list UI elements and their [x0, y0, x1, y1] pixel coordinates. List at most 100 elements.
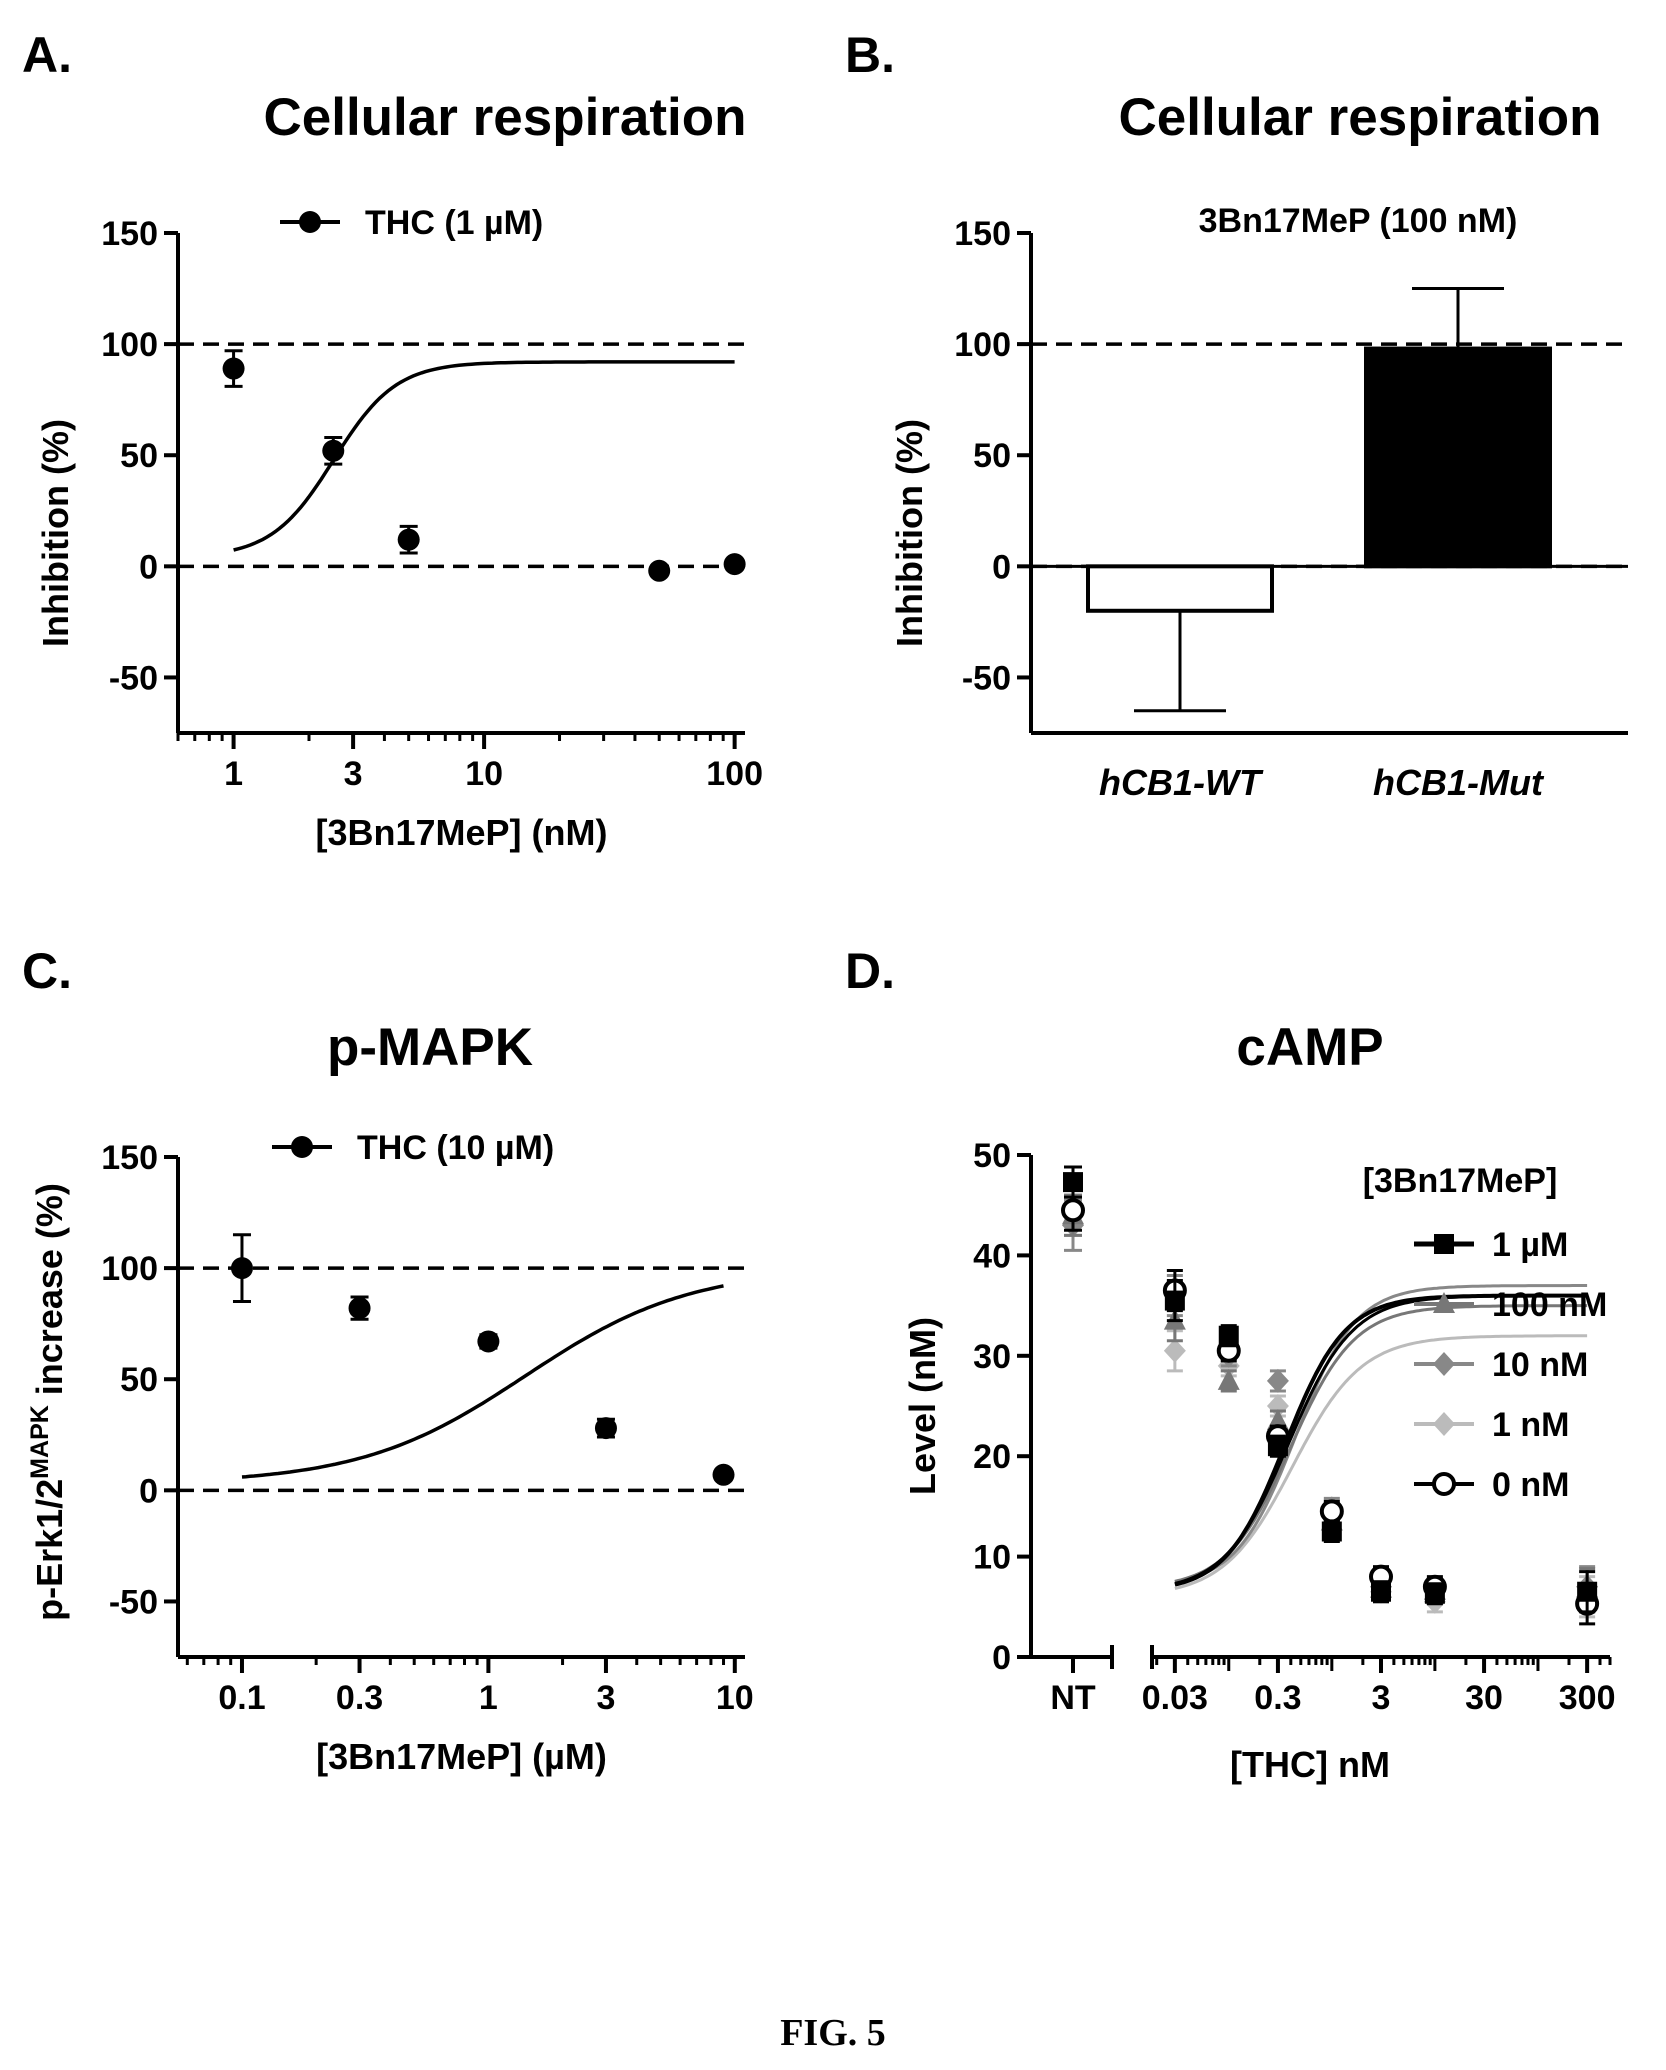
y-tick-label: 10 — [973, 1539, 1011, 1577]
x-axis-label: [3Bn17MeP] (nM) — [315, 812, 607, 853]
x-tick-label: 3 — [596, 1679, 615, 1717]
y-tick-label: 30 — [973, 1338, 1011, 1376]
data-point — [648, 559, 671, 582]
x-axis-label: [THC] nM — [1230, 1744, 1390, 1785]
data-point — [222, 357, 245, 380]
y-axis-label: Inhibition (%) — [889, 419, 930, 647]
y-tick-label: 20 — [973, 1438, 1011, 1476]
data-point — [594, 1417, 617, 1440]
y-label-main: p-Erk1/2 — [29, 1479, 70, 1621]
legend-marker — [1433, 1292, 1455, 1313]
data-point — [1371, 1581, 1391, 1602]
data-point — [1577, 1581, 1598, 1602]
data-point — [1163, 1338, 1186, 1363]
category-label: hCB1-Mut — [1373, 762, 1545, 803]
x-tick-label: 0.1 — [218, 1679, 265, 1717]
x-tick-label: 0.03 — [1142, 1679, 1208, 1717]
panel-letter: C. — [22, 943, 72, 999]
chart-title: Cellular respiration — [1118, 88, 1601, 147]
x-tick-label: 1 — [479, 1679, 498, 1717]
x-tick-label-nt: NT — [1050, 1679, 1096, 1717]
y-tick-label: 50 — [973, 1137, 1011, 1175]
legend-marker — [1432, 1472, 1456, 1496]
data-point — [348, 1297, 371, 1320]
fit-curve — [241, 1284, 724, 1479]
panel-letter: D. — [845, 943, 895, 999]
x-tick-label: 300 — [1559, 1679, 1616, 1717]
y-tick-label: 150 — [954, 215, 1011, 253]
y-tick-label: 40 — [973, 1237, 1011, 1275]
y-tick-label: 100 — [101, 1250, 158, 1288]
chart-title: cAMP — [1236, 1018, 1383, 1077]
data-point — [723, 553, 746, 576]
fit-curve-2 — [1174, 1284, 1588, 1584]
data-point — [322, 439, 345, 462]
x-tick-label: 1 — [224, 755, 243, 793]
y-tick-label: 0 — [992, 1639, 1011, 1677]
chart-title: Cellular respiration — [263, 88, 746, 147]
y-axis-label: p-Erk1/2MAPK increase (%) — [26, 1183, 70, 1621]
x-tick-label: 0.3 — [1254, 1679, 1301, 1717]
y-label-superscript: MAPK — [26, 1405, 54, 1479]
y-tick-label: 150 — [101, 1139, 158, 1177]
y-tick-label: -50 — [109, 1583, 158, 1621]
legend-marker — [291, 1136, 313, 1158]
nt-point — [1063, 1172, 1083, 1193]
data-point — [1321, 1521, 1342, 1542]
panel-letter: A. — [22, 27, 72, 83]
legend-marker — [1434, 1234, 1454, 1254]
bar — [1364, 346, 1552, 569]
data-point — [230, 1257, 253, 1280]
data-point — [1217, 1368, 1240, 1390]
y-tick-label: -50 — [109, 659, 158, 697]
y-tick-label: 150 — [101, 215, 158, 253]
y-axis-label: Level (nM) — [902, 1317, 943, 1495]
y-tick-label: 100 — [954, 326, 1011, 364]
data-point — [1424, 1583, 1445, 1604]
fit-curve — [233, 360, 735, 552]
category-label: hCB1-WT — [1099, 762, 1264, 803]
legend-label: 1 µM — [1492, 1226, 1568, 1264]
y-axis-label: Inhibition (%) — [35, 419, 76, 647]
data-point — [1267, 1436, 1288, 1457]
data-point — [1319, 1499, 1344, 1524]
x-tick-label: 3 — [1372, 1679, 1391, 1717]
legend-marker — [1433, 1352, 1455, 1376]
y-tick-label: 0 — [139, 1472, 158, 1510]
legend-label: 1 nM — [1492, 1406, 1569, 1444]
legend-label: 100 nM — [1492, 1286, 1607, 1324]
x-axis-label: [3Bn17MeP] (µM) — [316, 1736, 607, 1777]
y-tick-label: 0 — [992, 548, 1011, 586]
data-point — [1266, 1368, 1289, 1393]
data-point — [712, 1463, 735, 1486]
bar — [1086, 564, 1274, 613]
legend-marker — [299, 211, 321, 233]
panel-letter: B. — [845, 27, 895, 83]
x-tick-label: 0.3 — [336, 1679, 383, 1717]
y-tick-label: 50 — [120, 437, 158, 475]
x-tick-label: 10 — [716, 1679, 754, 1717]
legend-label: 0 nM — [1492, 1466, 1569, 1504]
legend-label: THC (1 µM) — [365, 204, 543, 242]
data-point — [477, 1330, 500, 1353]
fit-curve-0 — [1174, 1293, 1588, 1587]
data-point — [397, 528, 420, 551]
y-tick-label: 0 — [139, 548, 158, 586]
fit-curve-3 — [1174, 1334, 1588, 1590]
y-tick-label: 50 — [973, 437, 1011, 475]
x-tick-label: 10 — [465, 755, 503, 793]
legend-label: 10 nM — [1492, 1346, 1588, 1384]
x-tick-label: 30 — [1465, 1679, 1503, 1717]
y-tick-label: -50 — [962, 659, 1011, 697]
data-point — [1164, 1290, 1185, 1311]
x-tick-label: 3 — [344, 755, 363, 793]
y-tick-label: 100 — [101, 326, 158, 364]
legend-marker — [1433, 1412, 1455, 1436]
nt-point — [1061, 1198, 1085, 1223]
figure-caption: FIG. 5 — [780, 2012, 886, 2054]
legend-label: THC (10 µM) — [357, 1129, 554, 1167]
chart-title: p-MAPK — [327, 1018, 533, 1077]
data-point — [1218, 1325, 1239, 1346]
x-tick-label: 100 — [706, 755, 763, 793]
